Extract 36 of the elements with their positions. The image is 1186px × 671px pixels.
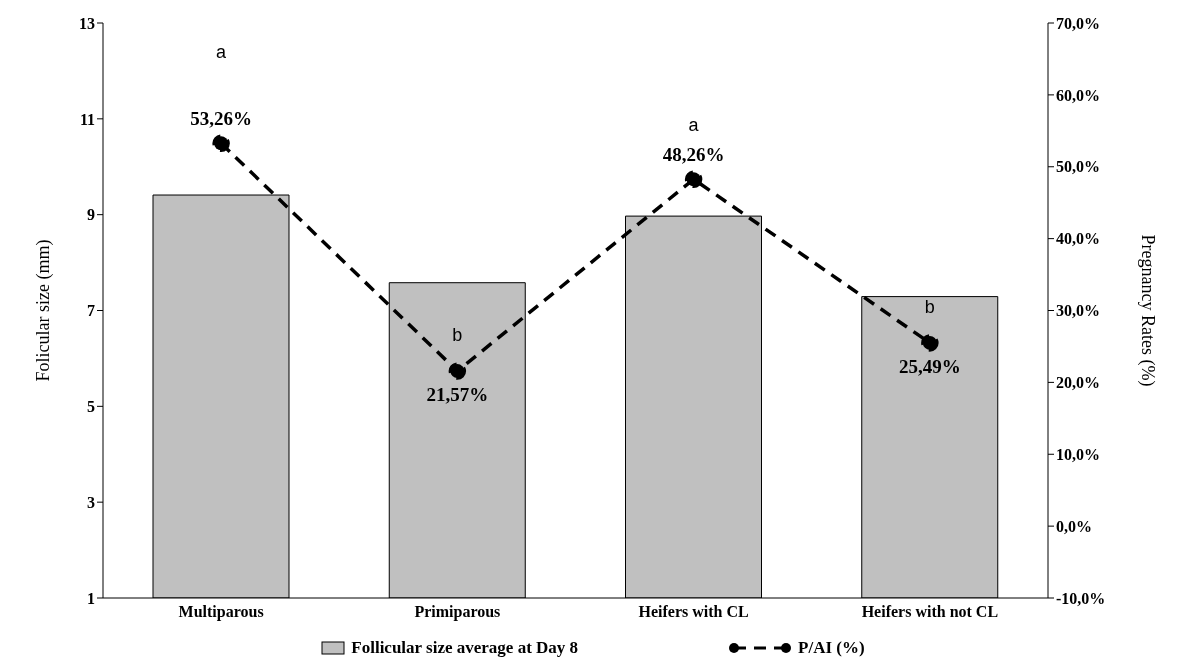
annotation: b [924, 296, 935, 317]
y2-tick-label: 70,0% [1056, 14, 1100, 32]
data-label: 25,49% [899, 355, 961, 377]
y2-tick-label: 40,0% [1056, 230, 1100, 248]
y-tick-label: 3 [87, 493, 95, 511]
y-tick-label: 7 [87, 302, 95, 320]
y2-axis-title: Pregnancy Rates (%) [1136, 234, 1158, 387]
y2-tick-label: 0,0% [1056, 517, 1092, 535]
y2-tick-label: 30,0% [1056, 302, 1100, 320]
point [448, 362, 467, 380]
y-tick-label: 11 [79, 110, 95, 128]
y-tick-label: 9 [87, 206, 95, 224]
x-tick-label: Multiparous [178, 603, 264, 622]
legend-label: P/AI (%) [798, 638, 865, 658]
y-axis-title: Folicular size (mm) [33, 239, 55, 382]
y2-tick-label: 60,0% [1056, 86, 1100, 104]
y2-tick-label: -10,0% [1056, 589, 1106, 607]
y-tick-label: 5 [87, 398, 95, 416]
legend-label: Follicular size average at Day 8 [351, 638, 579, 658]
point [212, 134, 230, 153]
annotation: a [688, 115, 700, 136]
annotation: b [452, 325, 463, 346]
point [684, 170, 703, 189]
data-label: 21,57% [426, 384, 489, 406]
x-tick-label: Heifers with not CL [861, 603, 999, 621]
y-tick-label: 13 [79, 14, 95, 32]
y2-tick-label: 50,0% [1056, 158, 1100, 176]
data-label: 48,26% [662, 144, 725, 166]
y2-tick-label: 20,0% [1056, 374, 1100, 392]
data-label: 53,26% [190, 108, 252, 130]
annotation: a [216, 42, 228, 63]
x-tick-label: Heifers with CL [638, 603, 749, 621]
x-tick-label: Primiparous [414, 603, 501, 622]
y-tick-label: 1 [87, 589, 95, 607]
y2-tick-label: 10,0% [1056, 445, 1100, 463]
point [921, 334, 939, 352]
